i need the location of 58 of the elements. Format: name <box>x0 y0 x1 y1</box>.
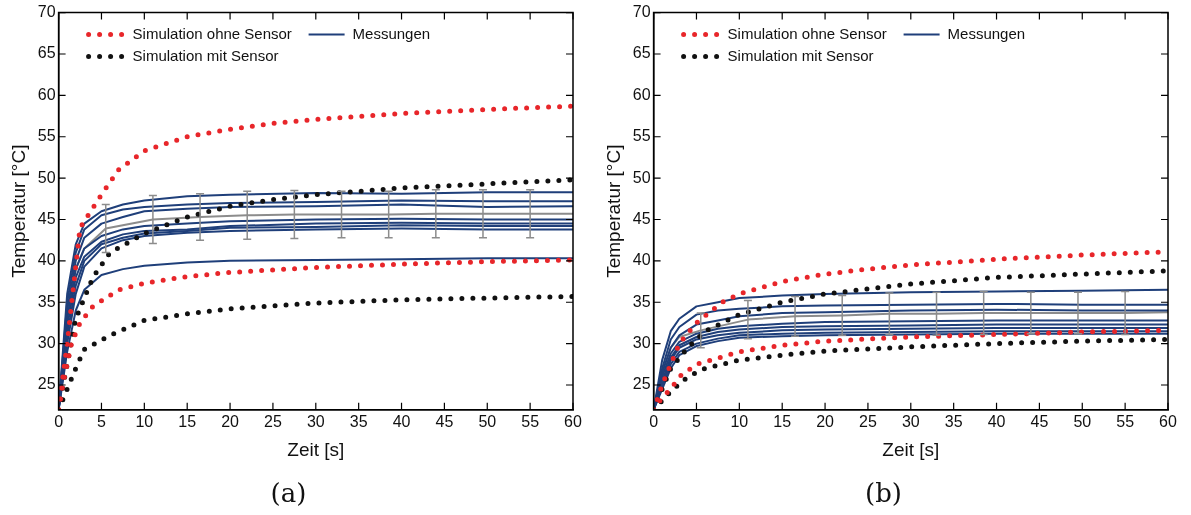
legend-label: Simulation mit Sensor <box>727 46 874 64</box>
x-tick-label: 45 <box>1030 412 1049 430</box>
x-tick-label: 60 <box>564 412 582 430</box>
y-tick-label: 35 <box>37 292 56 310</box>
y-tick-label: 45 <box>37 209 56 227</box>
x-tick-label: 15 <box>773 412 792 430</box>
text: (b) <box>865 478 902 509</box>
x-tick-label: 25 <box>859 412 877 430</box>
y-tick-label: 65 <box>37 44 56 62</box>
y-tick-label: 55 <box>632 127 651 145</box>
x-tick-label: 40 <box>392 412 411 430</box>
x-tick-label: 35 <box>944 412 963 430</box>
x-axis-title: Zeit [s] <box>287 438 345 460</box>
y-tick-label: 60 <box>37 85 56 103</box>
legend-label: Messungen <box>947 24 1026 42</box>
x-tick-label: 10 <box>730 412 749 430</box>
x-tick-label: 20 <box>221 412 240 430</box>
text: (a) <box>270 478 307 509</box>
y-tick-label: 70 <box>37 3 56 21</box>
x-tick-label: 55 <box>1116 412 1135 430</box>
x-tick-label: 5 <box>692 412 702 430</box>
x-tick-label: 45 <box>435 412 454 430</box>
x-tick-label: 50 <box>478 412 497 430</box>
x-tick-label: 50 <box>1073 412 1092 430</box>
y-tick-label: 30 <box>37 334 56 352</box>
y-axis-title: Temperatur [°C] <box>7 144 29 278</box>
x-tick-label: 55 <box>521 412 540 430</box>
legend-label: Messungen <box>352 24 431 42</box>
y-tick-label: 45 <box>632 209 651 227</box>
y-tick-label: 25 <box>37 375 56 393</box>
y-tick-label: 65 <box>632 44 651 62</box>
y-tick-label: 40 <box>37 251 56 269</box>
x-tick-label: 5 <box>97 412 107 430</box>
x-tick-label: 0 <box>54 412 64 430</box>
x-axis-title: Zeit [s] <box>882 438 940 460</box>
legend-label: Simulation mit Sensor <box>132 46 279 64</box>
x-tick-label: 30 <box>306 412 325 430</box>
x-tick-label: 20 <box>816 412 835 430</box>
x-tick-label: 35 <box>349 412 368 430</box>
x-tick-label: 10 <box>135 412 154 430</box>
y-tick-label: 40 <box>632 251 651 269</box>
y-tick-label: 70 <box>632 3 651 21</box>
x-tick-label: 15 <box>178 412 197 430</box>
y-tick-label: 30 <box>632 334 651 352</box>
y-tick-label: 50 <box>632 168 651 186</box>
y-tick-label: 60 <box>632 85 651 103</box>
y-axis-title: Temperatur [°C] <box>602 144 624 278</box>
y-tick-label: 35 <box>632 292 651 310</box>
x-tick-label: 40 <box>987 412 1006 430</box>
x-tick-label: 0 <box>649 412 659 430</box>
y-tick-label: 55 <box>37 127 56 145</box>
y-tick-label: 25 <box>632 375 651 393</box>
legend-label: Simulation ohne Sensor <box>727 24 887 42</box>
y-tick-label: 50 <box>37 168 56 186</box>
x-tick-label: 60 <box>1159 412 1177 430</box>
legend-label: Simulation ohne Sensor <box>132 24 292 42</box>
x-tick-label: 30 <box>901 412 920 430</box>
x-tick-label: 25 <box>264 412 282 430</box>
